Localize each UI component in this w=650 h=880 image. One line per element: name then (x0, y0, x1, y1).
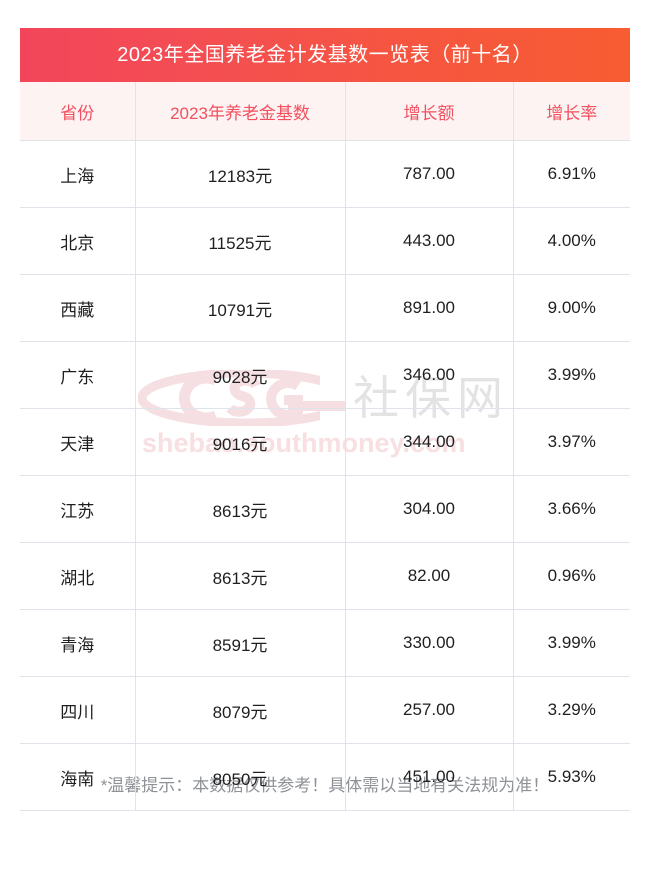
cell-growth: 304.00 (345, 475, 514, 543)
cell-growth: 346.00 (345, 341, 514, 409)
cell-rate: 3.99% (513, 609, 630, 677)
cell-growth: 443.00 (345, 207, 514, 275)
cell-growth: 891.00 (345, 274, 514, 342)
cell-base: 9028元 (135, 341, 346, 409)
cell-province: 四川 (20, 676, 136, 744)
cell-rate: 3.99% (513, 341, 630, 409)
table-row: 北京 11525元 443.00 4.00% (20, 207, 630, 275)
table-row: 上海 12183元 787.00 6.91% (20, 140, 630, 208)
cell-growth: 344.00 (345, 408, 514, 476)
cell-growth: 82.00 (345, 542, 514, 610)
cell-base: 8613元 (135, 542, 346, 610)
table-row: 天津 9016元 344.00 3.97% (20, 408, 630, 476)
cell-province: 上海 (20, 140, 136, 208)
cell-province: 西藏 (20, 274, 136, 342)
cell-base: 8079元 (135, 676, 346, 744)
column-header-growth: 增长额 (345, 82, 514, 141)
table-row: 西藏 10791元 891.00 9.00% (20, 274, 630, 342)
pension-table-container: 省份 2023年养老金基数 增长额 增长率 上海 12183元 787.00 6… (20, 82, 630, 811)
cell-base: 8050元 (135, 743, 346, 811)
table-row: 江苏 8613元 304.00 3.66% (20, 475, 630, 543)
cell-growth: 330.00 (345, 609, 514, 677)
cell-province: 北京 (20, 207, 136, 275)
cell-province: 海南 (20, 743, 136, 811)
cell-growth: 787.00 (345, 140, 514, 208)
cell-growth: 451.00 (345, 743, 514, 811)
cell-province: 湖北 (20, 542, 136, 610)
cell-province: 广东 (20, 341, 136, 409)
cell-province: 江苏 (20, 475, 136, 543)
table-header-row: 省份 2023年养老金基数 增长额 增长率 (20, 82, 630, 141)
cell-base: 8613元 (135, 475, 346, 543)
cell-base: 9016元 (135, 408, 346, 476)
cell-base: 12183元 (135, 140, 346, 208)
cell-rate: 0.96% (513, 542, 630, 610)
cell-growth: 257.00 (345, 676, 514, 744)
table-row: 四川 8079元 257.00 3.29% (20, 676, 630, 744)
table-row: 海南 8050元 451.00 5.93% (20, 743, 630, 811)
cell-province: 青海 (20, 609, 136, 677)
cell-rate: 6.91% (513, 140, 630, 208)
cell-rate: 3.97% (513, 408, 630, 476)
table-header: 省份 2023年养老金基数 增长额 增长率 (20, 82, 630, 141)
cell-rate: 3.66% (513, 475, 630, 543)
column-header-province: 省份 (20, 82, 136, 141)
cell-rate: 9.00% (513, 274, 630, 342)
table-title-banner: 2023年全国养老金计发基数一览表（前十名） (20, 28, 630, 82)
cell-rate: 4.00% (513, 207, 630, 275)
cell-rate: 3.29% (513, 676, 630, 744)
cell-base: 8591元 (135, 609, 346, 677)
column-header-base: 2023年养老金基数 (135, 82, 346, 141)
table-row: 湖北 8613元 82.00 0.96% (20, 542, 630, 610)
cell-rate: 5.93% (513, 743, 630, 811)
table-row: 广东 9028元 346.00 3.99% (20, 341, 630, 409)
table-row: 青海 8591元 330.00 3.99% (20, 609, 630, 677)
pension-table: 省份 2023年养老金基数 增长额 增长率 上海 12183元 787.00 6… (20, 82, 630, 811)
cell-base: 10791元 (135, 274, 346, 342)
cell-province: 天津 (20, 408, 136, 476)
page-title: 2023年全国养老金计发基数一览表（前十名） (117, 44, 533, 66)
cell-base: 11525元 (135, 207, 346, 275)
column-header-rate: 增长率 (513, 82, 630, 141)
table-body: 上海 12183元 787.00 6.91% 北京 11525元 443.00 … (20, 140, 630, 811)
